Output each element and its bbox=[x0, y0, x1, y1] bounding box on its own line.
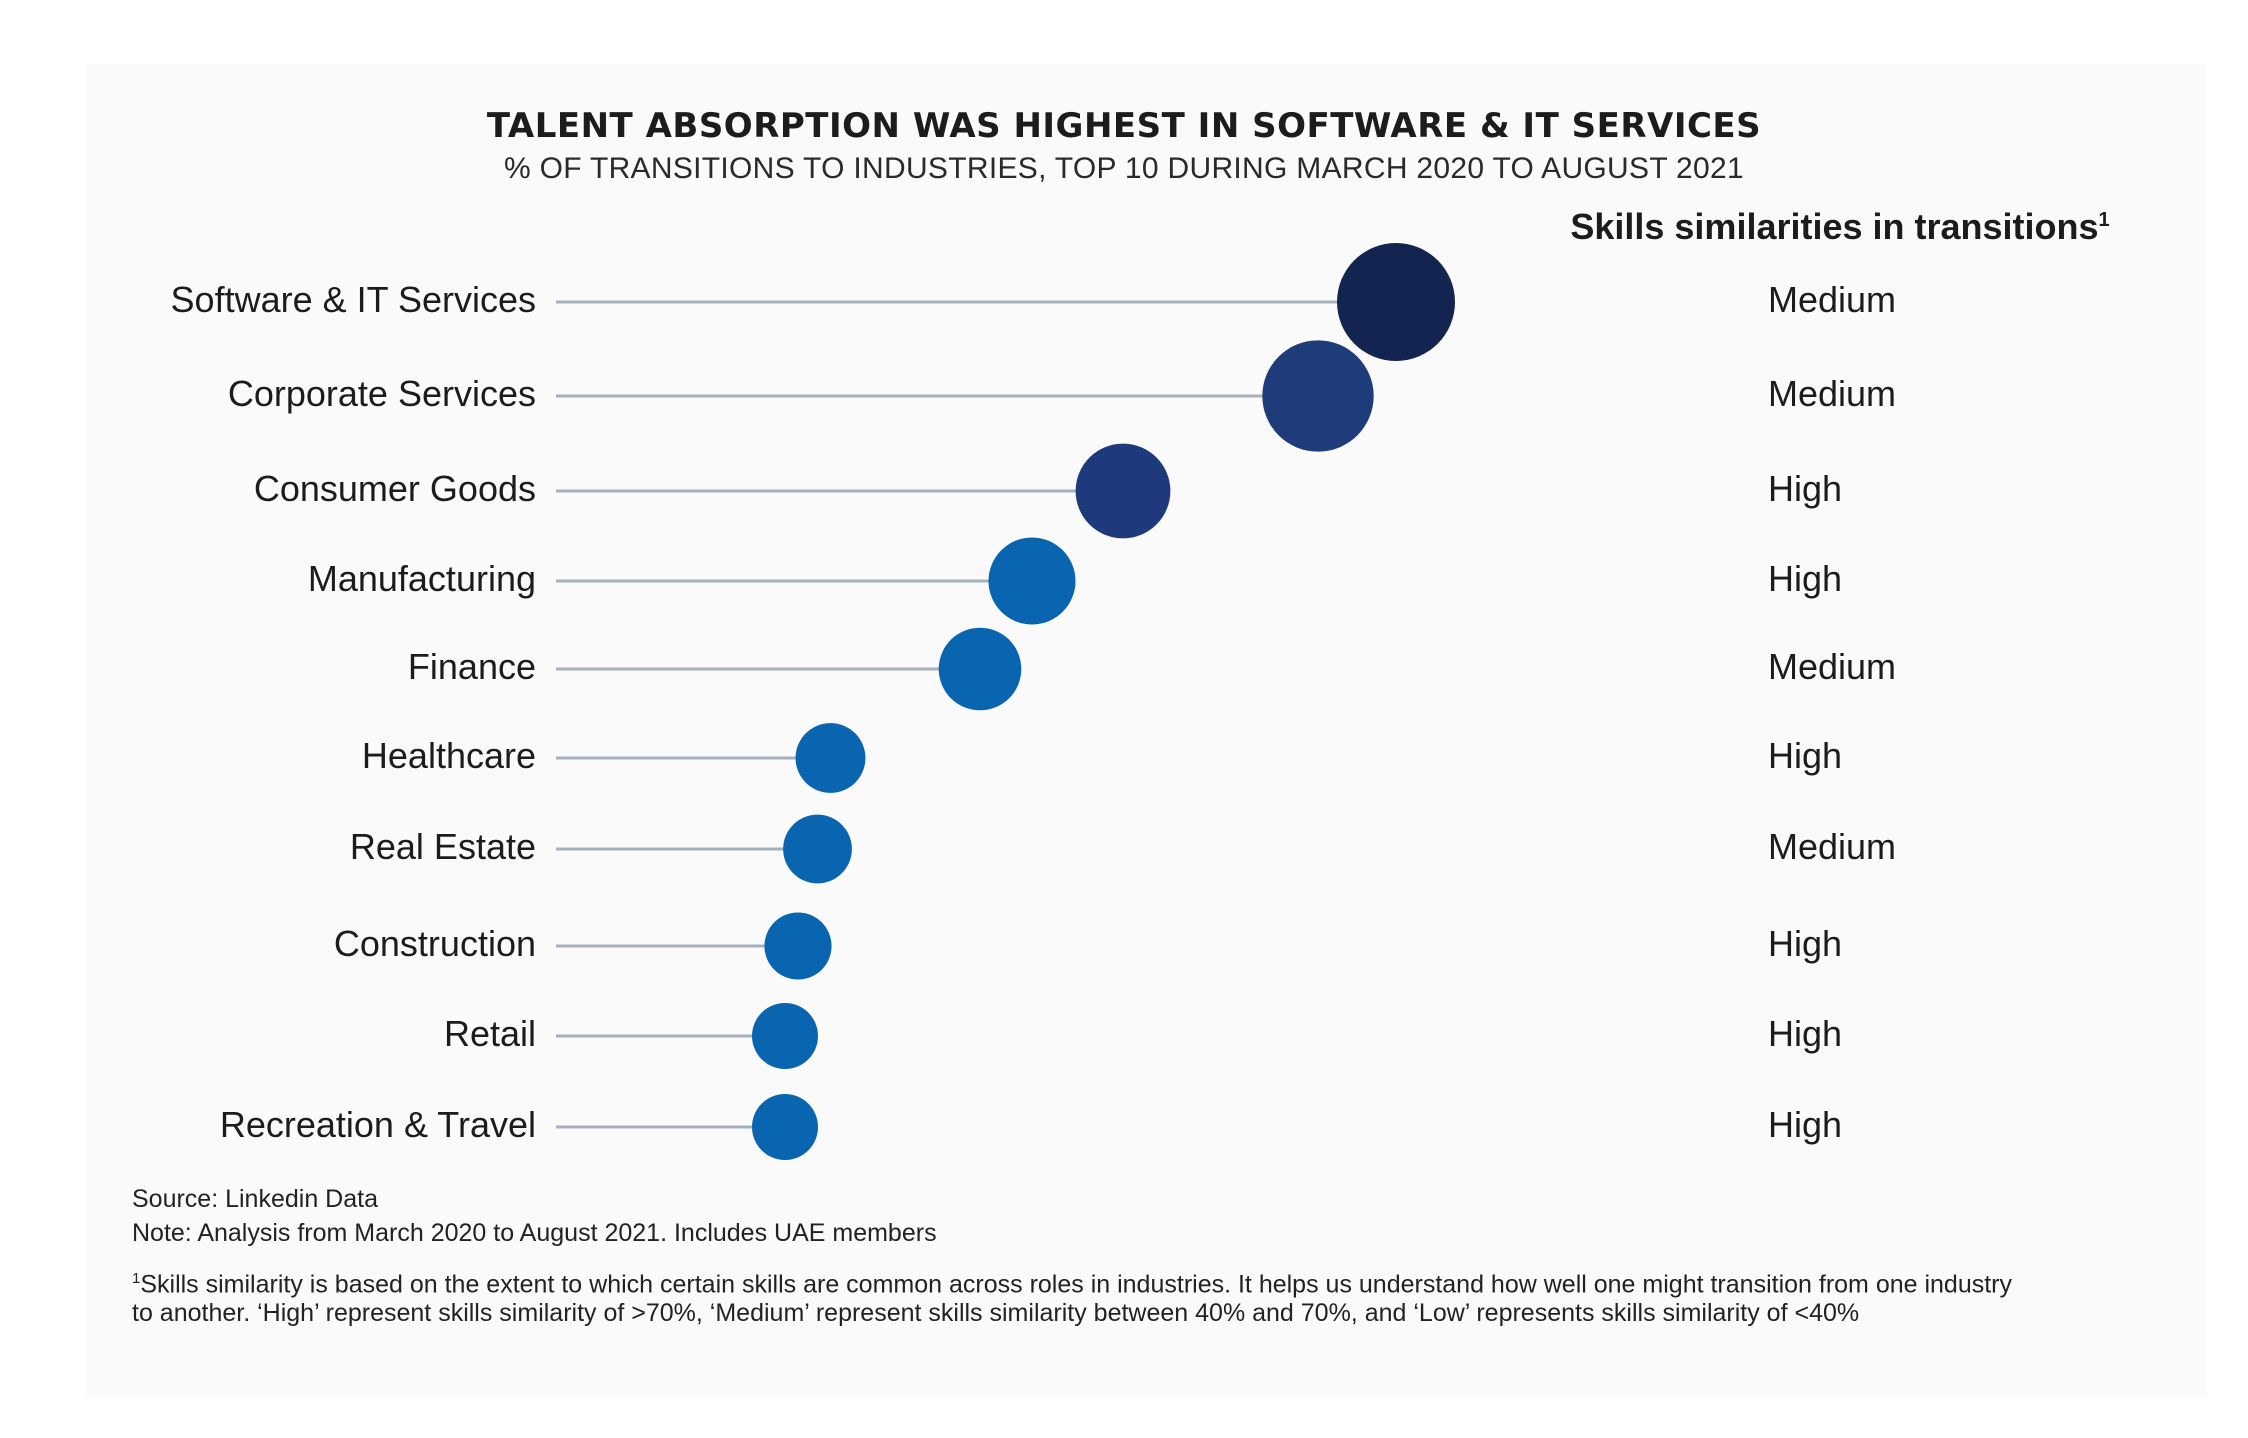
category-label: Healthcare bbox=[361, 735, 536, 776]
footnote-mark: 1 bbox=[132, 1270, 141, 1287]
category-label: Retail bbox=[443, 1013, 536, 1054]
chart-subtitle: % OF TRANSITIONS TO INDUSTRIES, TOP 10 D… bbox=[504, 152, 1744, 185]
chart-panel bbox=[86, 64, 2206, 1396]
data-point bbox=[795, 723, 866, 793]
similarity-label: High bbox=[1768, 468, 1843, 509]
similarity-column-header: Skills similarities in transitions1 bbox=[1520, 206, 2160, 248]
data-point bbox=[752, 1003, 818, 1069]
similarity-header-text: Skills similarities in transitions bbox=[1570, 206, 2099, 247]
chart-title: TALENT ABSORPTION WAS HIGHEST IN SOFTWAR… bbox=[486, 106, 1762, 146]
similarity-label: Medium bbox=[1768, 279, 1897, 320]
data-point bbox=[938, 627, 1022, 711]
similarity-label: Medium bbox=[1768, 373, 1897, 414]
analysis-note: Note: Analysis from March 2020 to August… bbox=[132, 1219, 937, 1247]
similarity-label: High bbox=[1768, 558, 1843, 599]
source-note: Source: Linkedin Data bbox=[132, 1185, 378, 1213]
data-point bbox=[988, 537, 1076, 625]
similarity-label: High bbox=[1768, 1013, 1843, 1054]
data-point bbox=[1262, 340, 1374, 452]
footnote-continued: to another. ‘High’ represent skills simi… bbox=[132, 1299, 1860, 1327]
category-label: Consumer Goods bbox=[253, 468, 536, 509]
category-label: Manufacturing bbox=[307, 558, 536, 599]
similarity-label: Medium bbox=[1768, 646, 1897, 687]
similarity-label: High bbox=[1768, 1104, 1843, 1145]
similarity-header-footnote-mark: 1 bbox=[2098, 209, 2110, 231]
data-point bbox=[783, 814, 852, 884]
data-point bbox=[764, 912, 832, 980]
category-label: Construction bbox=[333, 923, 536, 964]
data-point bbox=[1337, 243, 1455, 361]
category-label: Recreation & Travel bbox=[219, 1104, 536, 1145]
category-label: Finance bbox=[407, 646, 536, 687]
category-label: Software & IT Services bbox=[170, 279, 536, 320]
category-label: Corporate Services bbox=[227, 373, 536, 414]
similarity-label: High bbox=[1768, 735, 1843, 776]
data-point bbox=[752, 1094, 818, 1160]
similarity-label: Medium bbox=[1768, 826, 1897, 867]
footnote-line-1: Skills similarity is based on the extent… bbox=[140, 1270, 2013, 1299]
similarity-label: High bbox=[1768, 923, 1843, 964]
data-point bbox=[1075, 443, 1171, 539]
category-label: Real Estate bbox=[349, 826, 536, 867]
footnote: 1Skills similarity is based on the exten… bbox=[132, 1262, 2012, 1301]
